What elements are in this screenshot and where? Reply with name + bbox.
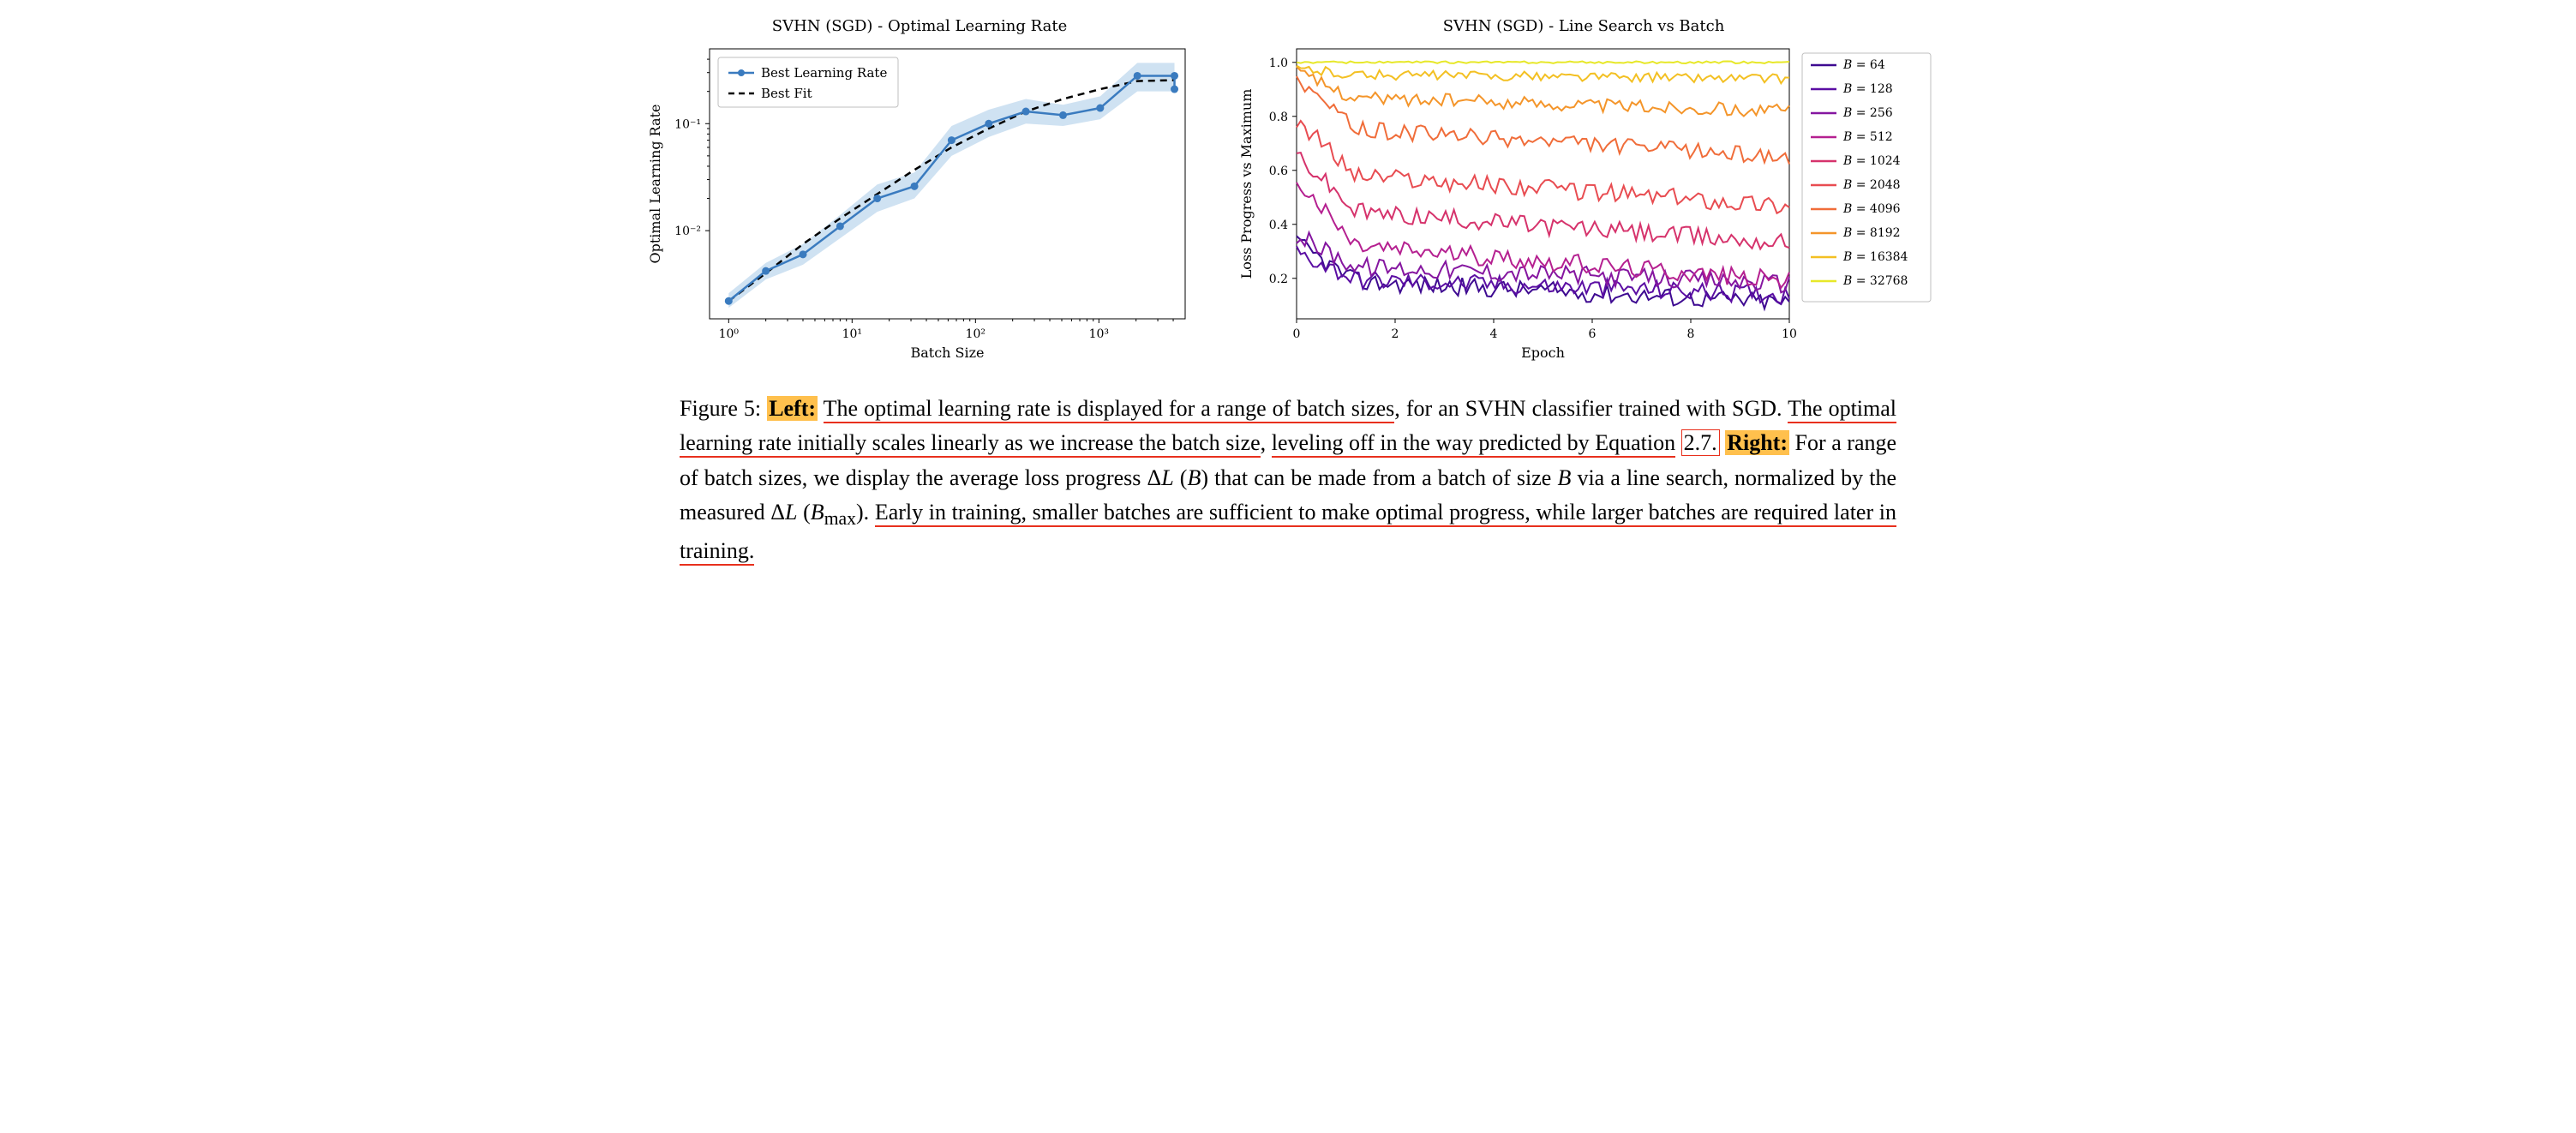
caption-figure-label: Figure 5:: [680, 396, 761, 421]
caption-seg18: ).: [856, 500, 875, 525]
svg-text:B = 256: B = 256: [1842, 106, 1893, 120]
cap-max: max: [824, 508, 856, 529]
right-chart-svg: 0 2 4 6 8 10 0.2 0.4 0.6 0.8 1.0 Epoch Loss Progress…: [1232, 40, 1935, 366]
svg-text:4: 4: [1490, 327, 1498, 341]
svg-text:0.4: 0.4: [1269, 219, 1288, 232]
svg-text:0: 0: [1293, 327, 1301, 341]
caption-seg11: ) that can be made from a batch of size: [1201, 465, 1557, 490]
left-chart-wrapper: SVHN (SGD) - Optimal Learning Rate 10⁰10…: [641, 17, 1198, 366]
svg-text:Best Fit: Best Fit: [761, 86, 812, 101]
caption-right-label: Right:: [1725, 430, 1789, 455]
caption-seg4: ,: [1261, 430, 1272, 455]
cap-L2: L: [785, 500, 797, 525]
svg-text:Optimal Learning Rate: Optimal Learning Rate: [647, 104, 663, 263]
svg-text:10: 10: [1782, 327, 1797, 341]
svg-text:B = 512: B = 512: [1842, 130, 1893, 144]
caption-seg1: The optimal learning rate is displayed f…: [824, 396, 1395, 423]
svg-text:Batch Size: Batch Size: [910, 345, 984, 361]
svg-text:B = 1024: B = 1024: [1842, 154, 1901, 168]
caption-eq-ref: 2.7.: [1681, 429, 1720, 456]
svg-text:0.6: 0.6: [1269, 165, 1288, 178]
svg-text:6: 6: [1589, 327, 1597, 341]
caption-left-label: Left:: [767, 396, 818, 421]
cap-B1: B: [1187, 465, 1201, 490]
svg-text:B = 64: B = 64: [1842, 58, 1885, 72]
right-chart-wrapper: SVHN (SGD) - Line Search vs Batch 0 2 4 6 8 1…: [1232, 17, 1935, 366]
svg-text:8: 8: [1687, 327, 1695, 341]
svg-text:10³: 10³: [1089, 327, 1109, 341]
svg-text:1.0: 1.0: [1269, 57, 1288, 70]
caption-seg5: leveling off in the way predicted by Equ…: [1272, 430, 1675, 458]
svg-text:10¹: 10¹: [842, 327, 862, 341]
svg-text:10⁻¹: 10⁻¹: [674, 117, 701, 131]
svg-text:10⁰: 10⁰: [719, 327, 740, 341]
svg-text:B = 32768: B = 32768: [1842, 274, 1908, 288]
svg-text:B = 16384: B = 16384: [1842, 250, 1908, 264]
svg-text:Epoch: Epoch: [1521, 345, 1565, 361]
left-chart-title: SVHN (SGD) - Optimal Learning Rate: [772, 17, 1067, 35]
svg-text:10²: 10²: [966, 327, 985, 341]
caption-seg15: (: [797, 500, 810, 525]
svg-text:10⁻²: 10⁻²: [674, 225, 701, 238]
svg-text:B = 8192: B = 8192: [1842, 226, 1901, 240]
cap-L1: L: [1161, 465, 1173, 490]
left-chart-svg: 10⁰ 10¹ 10² 10³ 10⁻² 10⁻¹ Batch Size Optimal Le…: [641, 40, 1198, 366]
svg-text:0.8: 0.8: [1269, 111, 1288, 124]
cap-B2: B: [1557, 465, 1571, 490]
right-chart-title: SVHN (SGD) - Line Search vs Batch: [1443, 17, 1725, 35]
cap-B3: B: [811, 500, 824, 525]
svg-text:B = 4096: B = 4096: [1842, 202, 1901, 216]
caption-seg9: (: [1174, 465, 1188, 490]
figure-caption: Figure 5: Left: The optimal learning rat…: [680, 392, 1896, 568]
svg-text:0.2: 0.2: [1269, 273, 1288, 286]
svg-text:B = 128: B = 128: [1842, 82, 1893, 96]
svg-text:B = 2048: B = 2048: [1842, 178, 1901, 192]
svg-text:Best Learning Rate: Best Learning Rate: [761, 65, 887, 81]
figure-panels: SVHN (SGD) - Optimal Learning Rate 10⁰10…: [17, 17, 2559, 366]
svg-text:Loss Progress vs Maximum: Loss Progress vs Maximum: [1238, 89, 1255, 279]
svg-text:2: 2: [1392, 327, 1399, 341]
caption-seg2: , for an SVHN classifier trained with SG…: [1394, 396, 1788, 421]
